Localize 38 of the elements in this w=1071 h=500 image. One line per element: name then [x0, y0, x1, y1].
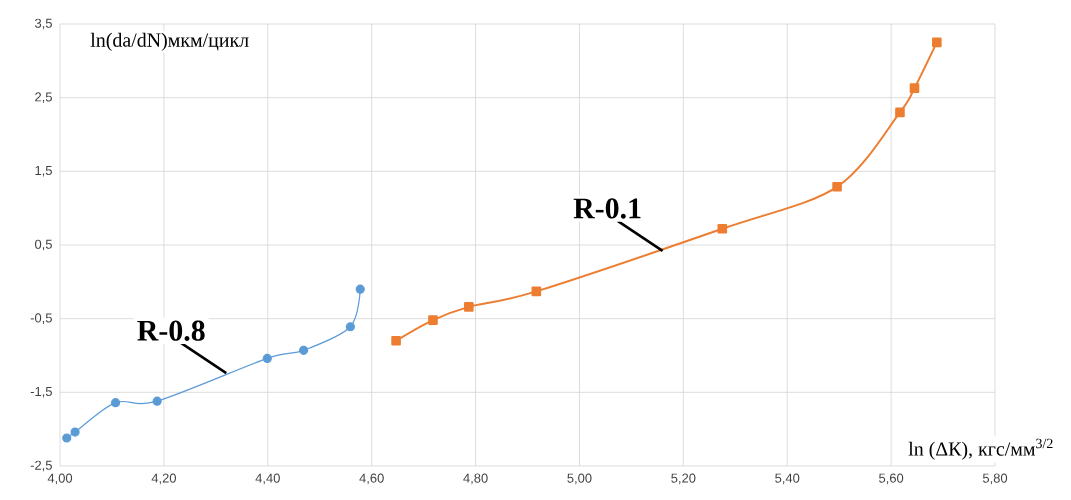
y-axis-title: ln(da/dN)мкм/цикл: [90, 32, 249, 51]
y-tick-label: 2,5: [35, 92, 52, 103]
point: [110, 398, 121, 408]
point: [428, 315, 438, 325]
x-tick-label: 4,60: [359, 473, 384, 485]
point: [299, 345, 309, 355]
y-tick-label: -1,5: [30, 387, 52, 398]
x-tick-label: 5,80: [982, 473, 1008, 485]
y-tick-label: -2,5: [30, 460, 52, 472]
point: [355, 284, 365, 294]
x-tick-label: 5,00: [567, 473, 592, 485]
point: [717, 223, 728, 234]
point: [152, 396, 162, 406]
x-tick-label: 5,40: [775, 473, 800, 485]
point: [895, 107, 905, 118]
point: [262, 353, 272, 364]
y-tick-label: -0,5: [30, 313, 52, 324]
x-tick-label: 4,20: [151, 473, 176, 485]
x-axis-title: ln (ΔК), кгс/мм$^{3/2}$: [908, 438, 1053, 460]
x-tick-label: 4,40: [255, 473, 280, 485]
y-tick-label: 3,5: [34, 18, 52, 30]
x-tick-label: 5,60: [879, 473, 904, 485]
x-tick-label: 4,00: [47, 473, 73, 485]
annotation: R-0.8: [137, 320, 205, 341]
point: [464, 302, 474, 312]
x-tick-label: 4,80: [463, 473, 488, 485]
y-tick-label: 0,5: [34, 239, 52, 251]
point: [832, 181, 842, 192]
x-tick-label: 5,20: [671, 473, 696, 485]
point: [391, 335, 401, 346]
annotation: R-0.1: [573, 198, 641, 219]
point: [531, 286, 542, 297]
point: [909, 83, 920, 93]
point: [62, 433, 72, 443]
point: [932, 37, 942, 48]
y-tick-label: 1,5: [35, 166, 52, 177]
point: [345, 322, 355, 332]
point: [70, 427, 80, 437]
